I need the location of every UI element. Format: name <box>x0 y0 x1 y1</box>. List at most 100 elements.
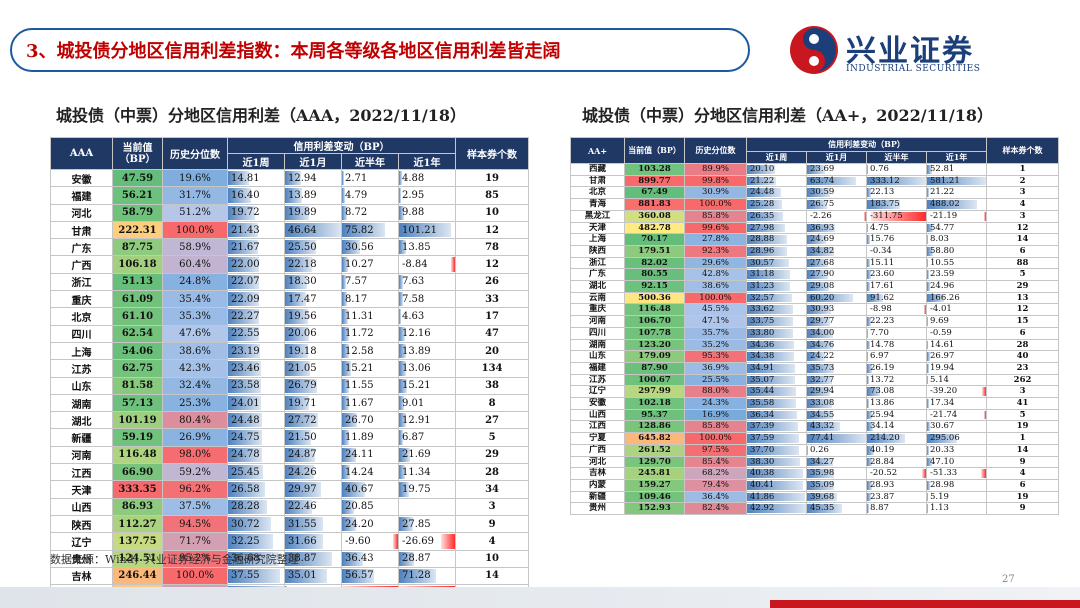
region-cell: 湖北 <box>50 411 113 430</box>
spread-change-w1-cell: 21.43 <box>227 220 285 240</box>
spread-bar <box>228 222 258 238</box>
spread-bar <box>441 534 455 549</box>
current-value-cell: 124.51 <box>112 549 163 568</box>
aaa-spread-table: AAA 当前值（BP） 历史分位数 信用利差变动（BP） 样本券个数 近1周 近… <box>50 137 530 603</box>
spread-change-m1-cell: 29.97 <box>284 480 342 499</box>
spread-bar <box>927 492 928 502</box>
spread-value: 11.31 <box>345 311 374 323</box>
spread-change-m1-cell: 27.68 <box>806 256 867 270</box>
spread-change-m1-cell: 34.55 <box>806 408 867 422</box>
spread-bar <box>228 516 271 532</box>
spread-change-h1-cell: 333.12 <box>866 174 927 188</box>
current-value-cell: 54.06 <box>112 341 163 361</box>
spread-change-h1-cell: 214.20 <box>866 432 927 445</box>
spread-value: 19.71 <box>288 397 317 409</box>
spread-value: 26.58 <box>231 483 260 495</box>
spread-bar <box>342 171 344 186</box>
spread-value: 2.71 <box>345 172 368 184</box>
spread-value: 20.06 <box>288 328 317 340</box>
region-cell: 新疆 <box>570 490 625 504</box>
spread-bar <box>807 270 829 280</box>
spread-bar <box>927 270 930 280</box>
sample-count-cell: 10 <box>455 203 530 222</box>
spread-value: 22.18 <box>288 259 317 271</box>
spread-change-m1-cell: 77.41 <box>806 432 867 445</box>
spread-value: 22.13 <box>870 187 895 198</box>
spread-bar <box>342 516 356 532</box>
percentile-cell: 97.5% <box>684 443 747 457</box>
spread-change-w1-cell: 22.07 <box>227 272 285 292</box>
table-row: 新疆 109.46 36.4% 41.86 39.68 23.87 5.19 19 <box>570 490 1060 504</box>
region-cell: 山西 <box>50 497 113 516</box>
header-region: AAA <box>50 137 113 170</box>
spread-change-y1-cell: 26.97 <box>925 350 988 363</box>
spread-change-y1-cell: 5.19 <box>925 490 988 504</box>
spread-change-m1-cell: 36.93 <box>806 221 867 235</box>
spread-change-w1-cell: 22.00 <box>227 255 285 274</box>
spread-bar <box>747 410 797 420</box>
current-value-cell: 51.13 <box>112 272 163 292</box>
percentile-cell: 99.6% <box>684 221 747 235</box>
spread-bar <box>747 246 787 256</box>
spread-bar <box>342 465 351 480</box>
spread-value: 14.81 <box>231 172 260 184</box>
region-cell: 西藏 <box>570 163 625 176</box>
spread-change-m1-cell: 63.74 <box>806 174 867 188</box>
spread-bar <box>867 270 872 280</box>
spread-change-m1-cell: 35.01 <box>284 566 342 586</box>
percentile-cell: 16.9% <box>684 408 747 422</box>
spread-change-m1-cell: 24.69 <box>806 233 867 246</box>
spread-bar <box>927 434 957 443</box>
spread-bar <box>927 188 930 198</box>
table-row: 河南 106.70 47.1% 33.75 29.77 22.23 9.69 15 <box>570 315 1060 328</box>
current-value-cell: 881.83 <box>624 198 685 211</box>
spread-change-m1-cell: 22.18 <box>284 255 342 274</box>
spread-bar <box>807 246 834 256</box>
region-cell: 甘肃 <box>50 220 113 240</box>
table-row: 天津 333.35 96.2% 26.58 29.97 40.67 19.75 34 <box>50 480 530 499</box>
spread-value: 24.75 <box>231 432 260 444</box>
sample-count-cell: 5 <box>986 268 1060 282</box>
spread-value: 34.14 <box>870 421 895 432</box>
spread-change-y1-cell: 21.22 <box>925 186 988 200</box>
spread-change-m1-cell: 22.46 <box>284 497 342 516</box>
spread-value: 54.77 <box>930 222 955 233</box>
spread-bar <box>867 387 880 397</box>
current-value-cell: 222.31 <box>112 220 163 240</box>
region-cell: 湖南 <box>570 338 625 352</box>
spread-value: 214.20 <box>870 433 900 444</box>
region-cell: 四川 <box>50 324 113 343</box>
spread-change-w1-cell: 37.39 <box>746 420 807 434</box>
spread-value: 40.19 <box>870 444 895 455</box>
spread-change-h1-cell: 11.31 <box>341 307 399 326</box>
spread-value: 12.91 <box>402 414 431 426</box>
spread-value: 24.48 <box>231 414 260 426</box>
spread-value: 9.69 <box>930 316 949 327</box>
spread-bar <box>983 410 986 420</box>
spread-value: 23.60 <box>870 269 895 280</box>
spread-change-w1-cell: 40.41 <box>746 478 807 492</box>
sample-count-cell: 85 <box>455 186 530 205</box>
spread-bar <box>450 257 455 272</box>
region-cell: 内蒙 <box>570 478 625 492</box>
spread-bar <box>867 200 900 209</box>
spread-change-y1-cell: -21.74 <box>925 408 988 422</box>
region-cell: 上海 <box>570 233 625 246</box>
spread-bar <box>747 282 790 291</box>
spread-bar <box>399 482 410 497</box>
region-cell: 安徽 <box>50 168 113 188</box>
spread-value: 34.36 <box>750 339 775 350</box>
spread-value: -311.75 <box>870 210 903 221</box>
spread-change-y1-cell: 19.94 <box>925 361 988 375</box>
sample-count-cell: 3 <box>986 186 1060 200</box>
spread-value: 30.57 <box>750 257 775 268</box>
spread-value: 6.87 <box>402 432 425 444</box>
header-count: 样本券个数 <box>455 137 530 170</box>
region-cell: 安徽 <box>570 397 625 410</box>
percentile-cell: 100.0% <box>684 198 747 211</box>
spread-value: 29.94 <box>810 386 835 397</box>
spread-bar <box>867 317 871 326</box>
spread-bar <box>285 205 309 220</box>
spread-value: 27.68 <box>810 257 835 268</box>
spread-bar <box>342 430 349 445</box>
